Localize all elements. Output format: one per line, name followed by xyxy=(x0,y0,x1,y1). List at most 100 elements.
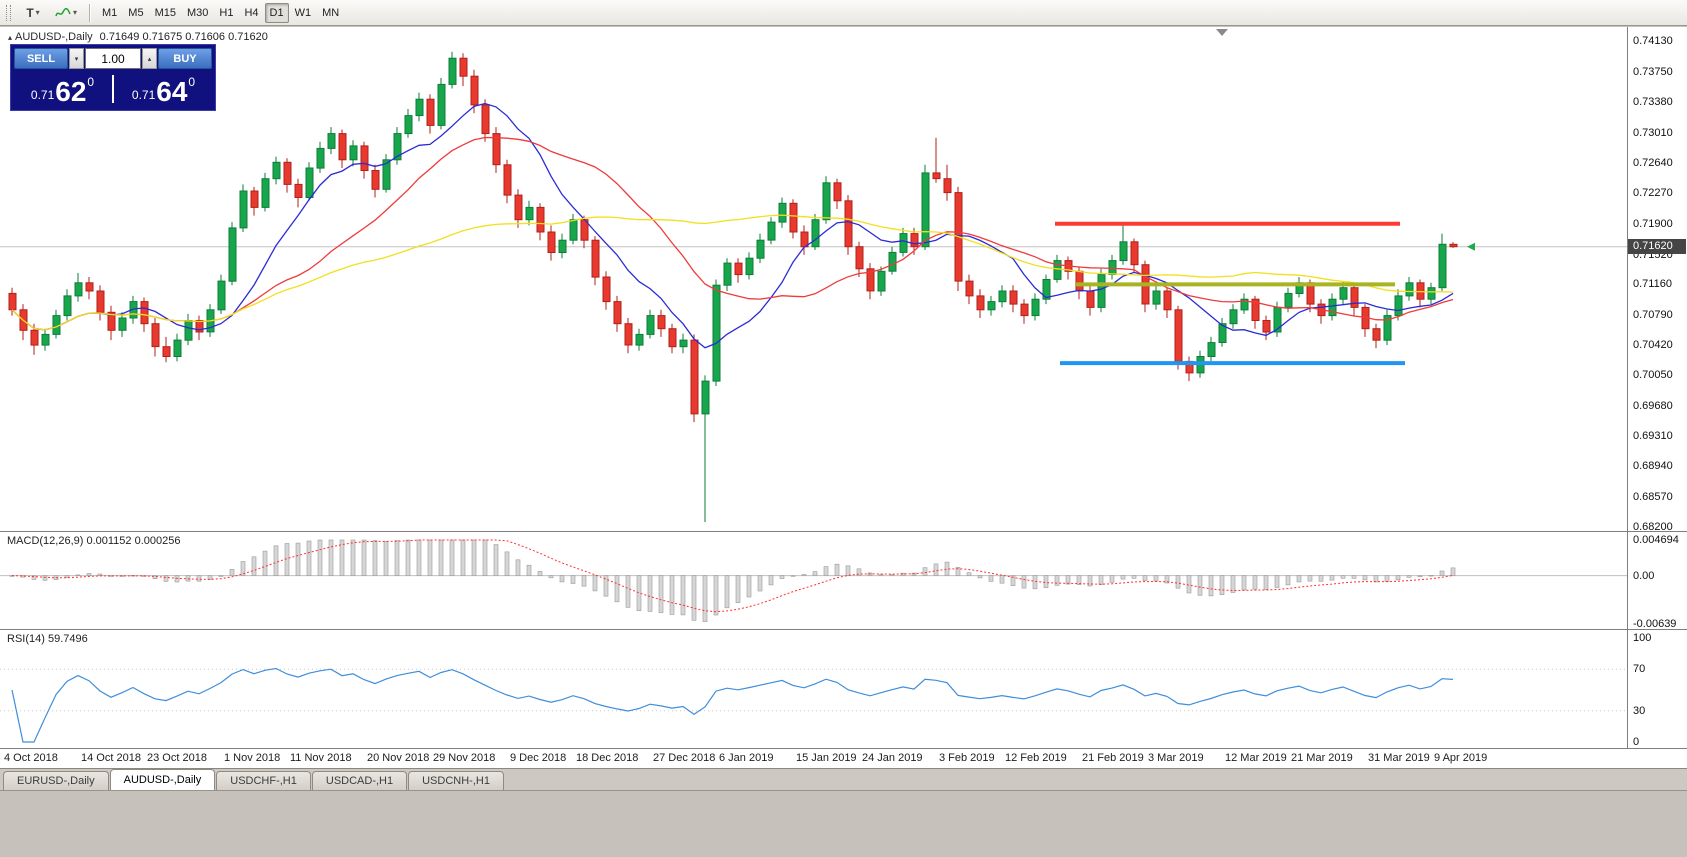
timeframe-button-w1[interactable]: W1 xyxy=(290,3,317,23)
sell-button[interactable]: SELL xyxy=(14,48,68,69)
price-tick: 0.74130 xyxy=(1633,35,1673,47)
tab-audusd-daily[interactable]: AUDUSD-,Daily xyxy=(109,769,216,790)
candlestick-chart[interactable] xyxy=(0,27,1627,531)
price-divider xyxy=(112,75,114,103)
macd-tick: 0.00 xyxy=(1633,570,1655,582)
tab-usdcnh-h1[interactable]: USDCNH-,H1 xyxy=(408,771,504,790)
macd-label: MACD(12,26,9) 0.001152 0.000256 xyxy=(7,535,181,547)
timeframe-toolbar: M1 M5 M15 M30 H1 H4 D1 W1 MN xyxy=(97,2,344,23)
ma-line-9 xyxy=(11,102,1454,349)
price-tick: 0.73750 xyxy=(1633,66,1673,78)
bid-price-big: 62 xyxy=(55,76,87,108)
candles xyxy=(8,51,1458,523)
macd-histogram xyxy=(9,539,1456,622)
timeframe-button-m15[interactable]: M15 xyxy=(150,3,181,23)
template-button[interactable]: T ▾ xyxy=(18,3,48,23)
indicators-button[interactable]: ▾ xyxy=(50,3,82,23)
rsi-line xyxy=(11,667,1454,743)
rsi-tick: 30 xyxy=(1633,705,1646,717)
date-label: 14 Oct 2018 xyxy=(81,752,141,764)
rsi-tick: 100 xyxy=(1633,632,1652,644)
rsi-axis: 100 70 30 0 xyxy=(1627,630,1687,748)
price-tick: 0.70050 xyxy=(1633,369,1673,381)
price-tick: 0.70790 xyxy=(1633,309,1673,321)
chart-shift-marker-icon[interactable] xyxy=(1216,29,1228,36)
price-pane[interactable]: ▴ AUDUSD-,Daily 0.71649 0.71675 0.71606 0.… xyxy=(0,27,1687,532)
rsi-pane[interactable]: RSI(14) 59.7496 100 70 30 0 xyxy=(0,630,1687,749)
date-label: 9 Dec 2018 xyxy=(510,752,567,764)
date-label: 15 Jan 2019 xyxy=(796,752,857,764)
toolbar-separator xyxy=(89,3,91,22)
toolbar-grip[interactable] xyxy=(6,4,11,21)
chevron-up-icon: ▴ xyxy=(147,55,152,63)
date-label: 6 Jan 2019 xyxy=(719,752,774,764)
price-tick: 0.71900 xyxy=(1633,218,1673,230)
price-tick: 0.73380 xyxy=(1633,96,1673,108)
ask-price-display[interactable]: 0.71 64 0 xyxy=(115,71,212,107)
price-axis[interactable]: 0.74130 0.73750 0.73380 0.73010 0.72640 0.722… xyxy=(1627,27,1687,531)
tab-usdchf-h1[interactable]: USDCHF-,H1 xyxy=(216,771,311,790)
chart-tabs: EURUSD-,Daily AUDUSD-,Daily USDCHF-,H1 USDC… xyxy=(0,768,1687,790)
date-label: 12 Feb 2019 xyxy=(1005,752,1067,764)
rsi-chart xyxy=(0,667,1627,743)
date-label: 21 Feb 2019 xyxy=(1082,752,1144,764)
macd-tick: 0.004694 xyxy=(1633,534,1679,546)
price-tick: 0.69310 xyxy=(1633,430,1673,442)
buy-button[interactable]: BUY xyxy=(158,48,212,69)
date-label: 20 Nov 2018 xyxy=(367,752,430,764)
toolbar: T ▾ ▾ M1 M5 M15 M30 H1 H4 D1 W1 MN xyxy=(0,0,1687,26)
tab-usdcad-h1[interactable]: USDCAD-,H1 xyxy=(311,771,408,790)
date-label: 11 Nov 2018 xyxy=(290,752,352,764)
volume-input[interactable] xyxy=(85,48,141,69)
bid-price-prefix: 0.71 xyxy=(30,88,55,102)
date-label: 27 Dec 2018 xyxy=(653,752,716,764)
ask-price-sup: 0 xyxy=(188,75,196,89)
volume-decrease-button[interactable]: ▾ xyxy=(69,48,84,69)
status-bar xyxy=(0,790,1687,857)
ask-price-prefix: 0.71 xyxy=(131,88,156,102)
price-tick: 0.68570 xyxy=(1633,491,1673,503)
chevron-down-icon: ▾ xyxy=(74,55,79,63)
ma-line-50 xyxy=(11,214,1454,331)
current-price-badge: 0.71620 xyxy=(1628,239,1686,254)
date-label: 3 Feb 2019 xyxy=(939,752,995,764)
ohlc-values: 0.71649 0.71675 0.71606 0.71620 xyxy=(99,31,268,43)
price-tick: 0.69680 xyxy=(1633,400,1673,412)
macd-tick: -0.00639 xyxy=(1633,618,1677,630)
macd-axis: 0.004694 0.00 -0.00639 xyxy=(1627,532,1687,629)
date-label: 31 Mar 2019 xyxy=(1368,752,1430,764)
date-label: 1 Nov 2018 xyxy=(224,752,281,764)
price-tick: 0.68200 xyxy=(1633,521,1673,532)
macd-pane[interactable]: MACD(12,26,9) 0.001152 0.000256 0.004694… xyxy=(0,532,1687,630)
date-label: 4 Oct 2018 xyxy=(4,752,58,764)
ma-line-20 xyxy=(11,136,1454,331)
price-tick: 0.70420 xyxy=(1633,339,1673,351)
time-axis[interactable]: 4 Oct 2018 14 Oct 2018 23 Oct 2018 1 Nov 20… xyxy=(0,749,1687,768)
date-label: 12 Mar 2019 xyxy=(1225,752,1287,764)
date-label: 3 Mar 2019 xyxy=(1148,752,1204,764)
template-icon: T xyxy=(26,5,34,20)
timeframe-button-h1[interactable]: H1 xyxy=(214,3,238,23)
bid-price-display[interactable]: 0.71 62 0 xyxy=(14,71,111,107)
rsi-tick: 0 xyxy=(1633,736,1640,748)
timeframe-button-mn[interactable]: MN xyxy=(317,3,344,23)
timeframe-button-h4[interactable]: H4 xyxy=(239,3,263,23)
price-tick: 0.73010 xyxy=(1633,127,1673,139)
timeframe-button-m5[interactable]: M5 xyxy=(123,3,148,23)
tab-eurusd-daily[interactable]: EURUSD-,Daily xyxy=(3,771,109,790)
ohlc-marker-icon: ▴ xyxy=(8,33,13,42)
timeframe-button-d1[interactable]: D1 xyxy=(264,2,289,23)
volume-increase-button[interactable]: ▴ xyxy=(142,48,157,69)
rsi-tick: 70 xyxy=(1633,663,1646,675)
chevron-down-icon: ▾ xyxy=(35,7,40,17)
chart-title: ▴ AUDUSD-,Daily 0.71649 0.71675 0.71606 0.… xyxy=(8,31,268,43)
price-tick: 0.72640 xyxy=(1633,157,1673,169)
last-price-marker-icon xyxy=(1467,242,1475,251)
macd-chart xyxy=(0,539,1627,622)
price-tick: 0.68940 xyxy=(1633,460,1673,472)
timeframe-button-m1[interactable]: M1 xyxy=(97,3,122,23)
timeframe-button-m30[interactable]: M30 xyxy=(182,3,213,23)
ask-price-big: 64 xyxy=(156,76,188,108)
date-label: 9 Apr 2019 xyxy=(1434,752,1488,764)
